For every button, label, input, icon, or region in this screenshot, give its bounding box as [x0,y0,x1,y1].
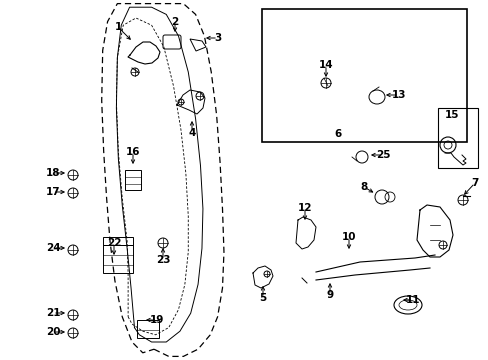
Text: 13: 13 [391,90,406,100]
Text: 3: 3 [214,33,221,43]
Text: 21: 21 [46,308,60,318]
Text: 25: 25 [375,150,389,160]
Text: 23: 23 [156,255,170,265]
Bar [437,108,477,168]
Text: 1: 1 [114,22,122,32]
Text: 19: 19 [149,315,164,325]
Text: 17: 17 [45,187,60,197]
Text: 12: 12 [297,203,312,213]
Text: 22: 22 [106,238,121,248]
Text: 9: 9 [326,290,333,300]
Bar [137,320,159,338]
Text: 8: 8 [360,182,367,192]
Bar [103,237,133,245]
Text: 10: 10 [341,232,356,242]
Text: 6: 6 [334,129,341,139]
Text: 11: 11 [405,295,419,305]
Text: 4: 4 [188,128,195,138]
Text: 24: 24 [45,243,60,253]
Text: 2: 2 [171,17,178,27]
Bar [261,9,466,142]
Text: 18: 18 [46,168,60,178]
Text: 5: 5 [259,293,266,303]
Text: 14: 14 [318,60,333,70]
Bar [103,245,133,273]
Text: 7: 7 [470,178,478,188]
Text: 20: 20 [46,327,60,337]
Polygon shape [190,39,205,51]
Text: 15: 15 [444,110,458,120]
Text: 16: 16 [125,147,140,157]
Bar [125,170,141,190]
